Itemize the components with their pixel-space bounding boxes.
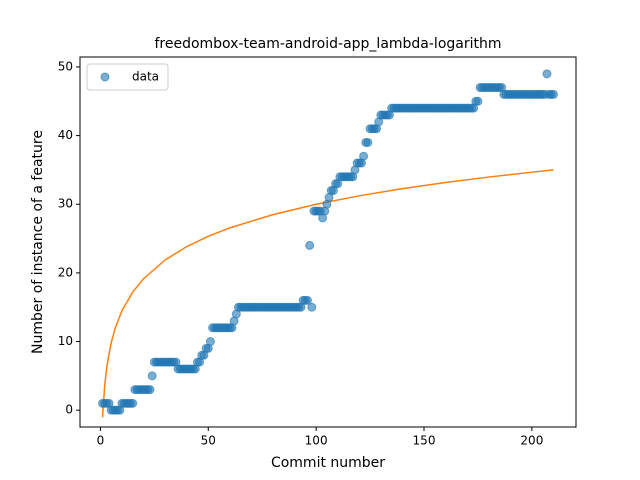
y-axis-label: Number of instance of a feature <box>30 130 46 354</box>
axes-frame <box>79 56 577 428</box>
y-tick-label: 20 <box>58 265 73 279</box>
x-axis-label: Commit number <box>271 455 385 471</box>
data-point <box>542 69 552 79</box>
x-tick-label: 200 <box>520 434 543 448</box>
y-tick-label: 30 <box>58 197 73 211</box>
legend-label: data <box>132 70 159 84</box>
x-tick-label: 150 <box>413 434 436 448</box>
fit-line <box>101 169 554 418</box>
x-tick-label: 50 <box>201 434 216 448</box>
legend-marker <box>100 72 110 82</box>
data-point <box>205 337 215 347</box>
data-point <box>548 89 558 99</box>
data-point <box>128 398 138 408</box>
data-point <box>145 385 155 395</box>
data-point <box>147 371 157 381</box>
data-point <box>305 240 315 250</box>
chart-title: freedombox-team-android-app_lambda-logar… <box>154 36 501 52</box>
data-point <box>307 302 317 312</box>
legend-box <box>86 63 169 91</box>
y-tick-label: 40 <box>58 128 73 142</box>
x-tick-label: 100 <box>305 434 328 448</box>
y-tick-label: 50 <box>58 59 73 73</box>
data-point <box>363 137 373 147</box>
y-tick-label: 10 <box>58 334 73 348</box>
data-point <box>473 96 483 106</box>
data-point <box>303 295 313 305</box>
data-point <box>359 151 369 161</box>
x-tick-label: 0 <box>97 434 105 448</box>
y-tick-label: 0 <box>65 403 73 417</box>
